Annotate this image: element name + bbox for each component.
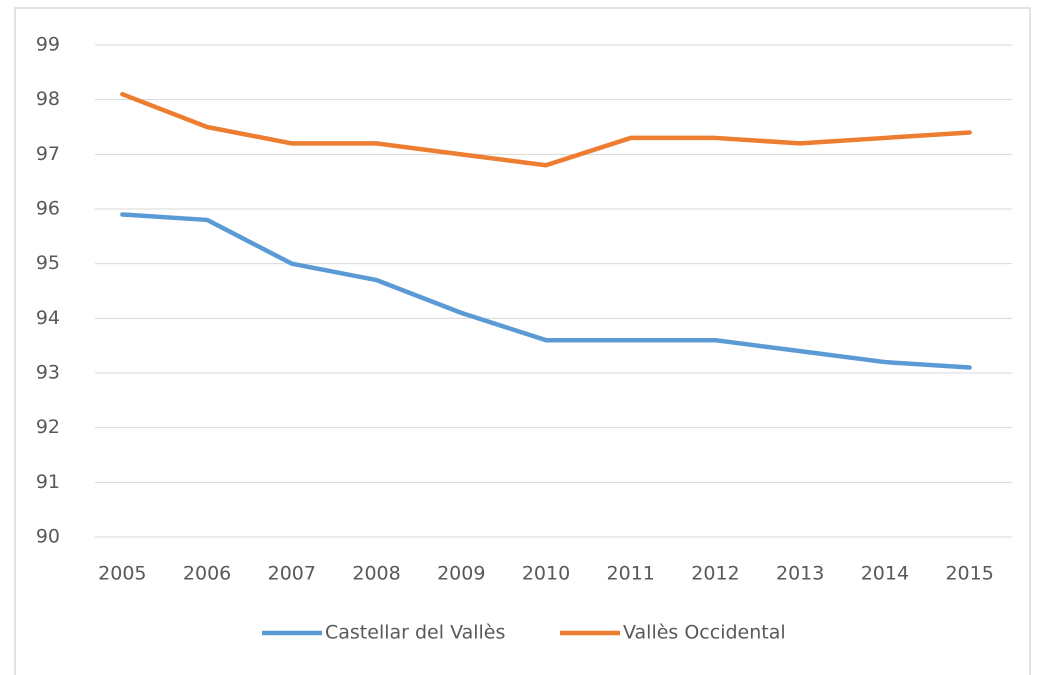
x-tick-label: 2013: [776, 563, 824, 585]
y-tick-label: 98: [36, 88, 60, 110]
y-tick-label: 95: [36, 252, 60, 274]
y-tick-label: 90: [36, 526, 60, 548]
y-tick-label: 93: [36, 362, 60, 384]
x-tick-label: 2008: [352, 563, 400, 585]
y-tick-label: 99: [36, 34, 60, 56]
y-tick-label: 97: [36, 143, 60, 165]
y-tick-label: 96: [36, 198, 60, 220]
x-tick-label: 2015: [945, 563, 993, 585]
x-tick-label: 2011: [607, 563, 655, 585]
x-tick-label: 2006: [183, 563, 231, 585]
y-tick-label: 94: [36, 307, 60, 329]
line-series: [120, 91, 972, 168]
x-tick-label: 2007: [268, 563, 316, 585]
x-tick-label: 2014: [861, 563, 909, 585]
y-tick-label: 92: [36, 416, 60, 438]
x-tick-label: 2012: [691, 563, 739, 585]
legend-label: Vallès Occidental: [623, 622, 786, 644]
line-series: [120, 212, 972, 370]
legend-label: Castellar del Vallès: [325, 622, 505, 644]
x-tick-label: 2009: [437, 563, 485, 585]
y-tick-label: 91: [36, 471, 60, 493]
x-tick-label: 2010: [522, 563, 570, 585]
x-tick-label: 2005: [98, 563, 146, 585]
